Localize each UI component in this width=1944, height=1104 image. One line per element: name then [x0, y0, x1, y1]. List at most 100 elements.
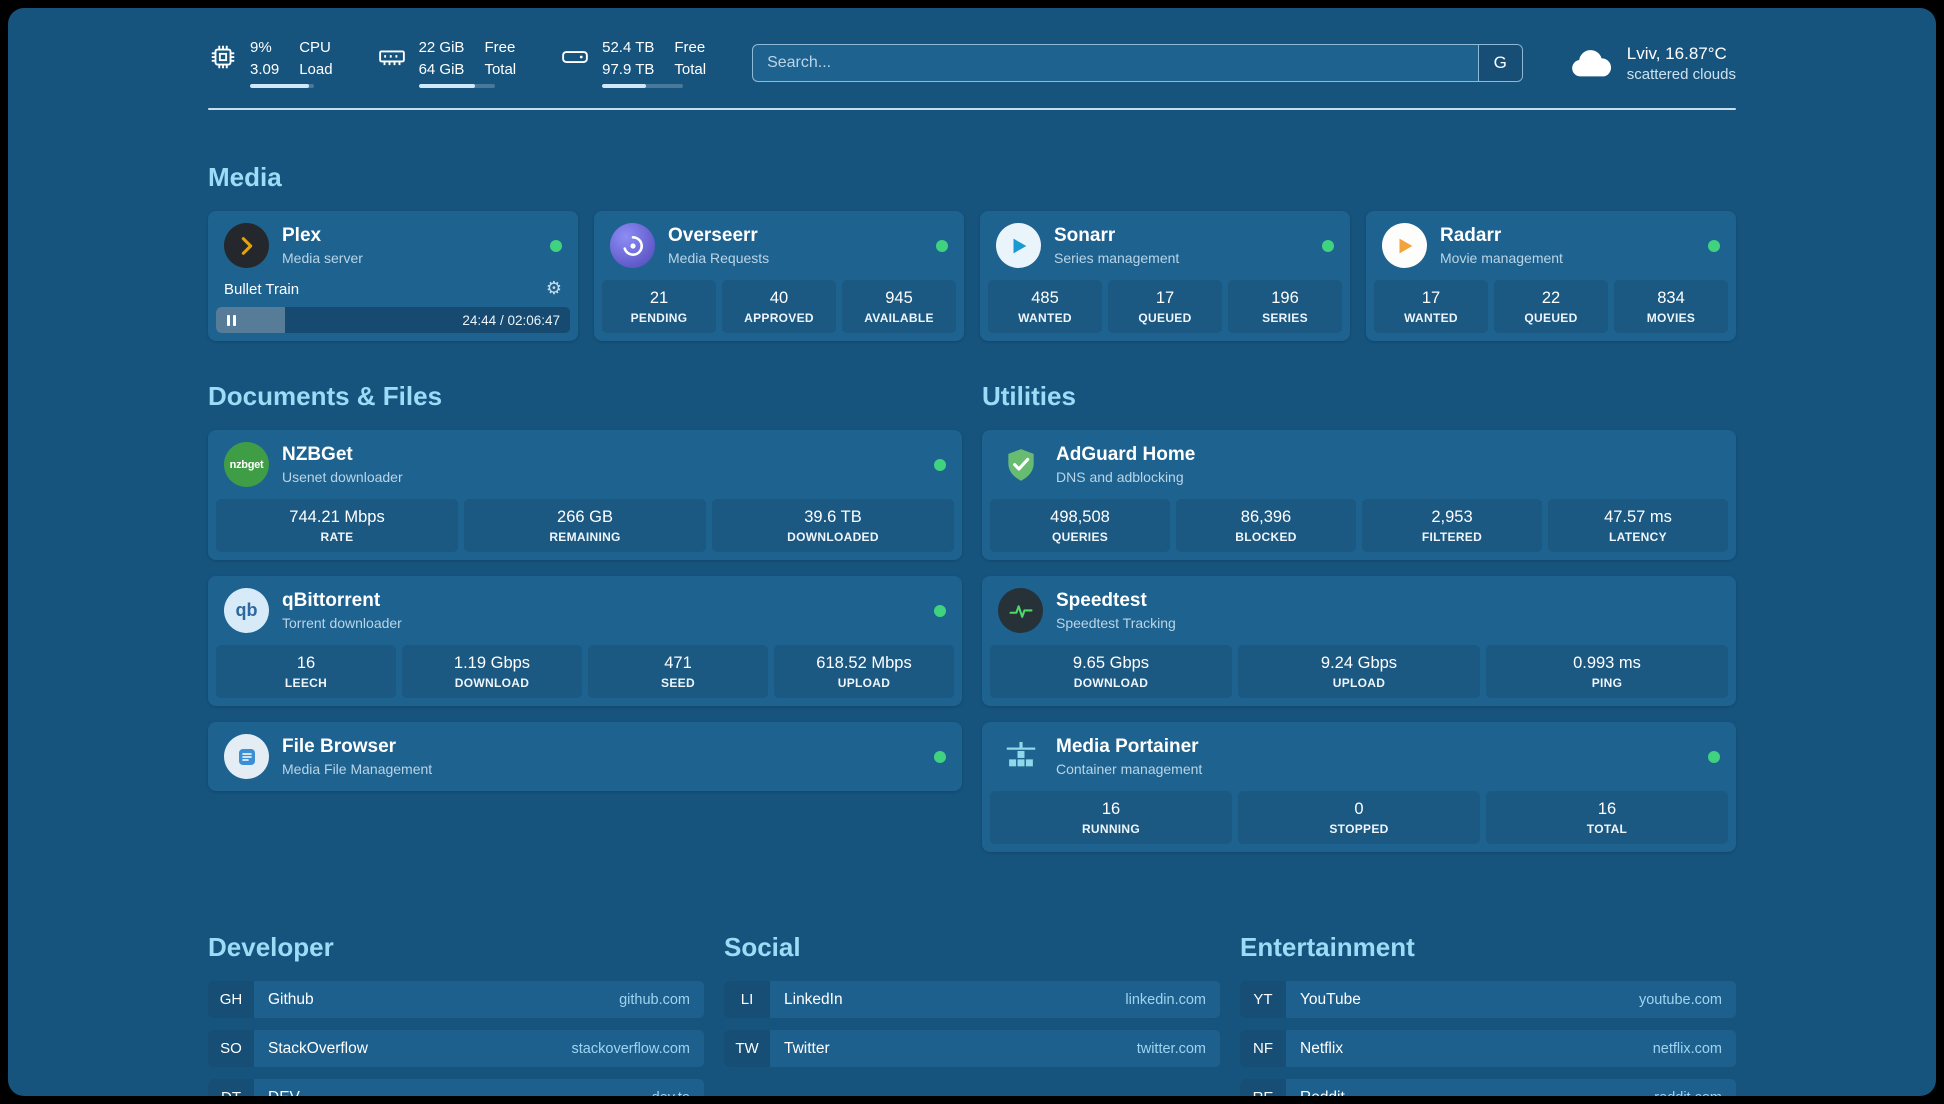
memory-usage-bar [418, 84, 495, 88]
bookmark-abbr: TW [724, 1030, 770, 1067]
app-card-sonarr[interactable]: Sonarr Series management 485 WANTED 17 Q… [980, 211, 1350, 341]
app-card-portainer[interactable]: Media Portainer Container management 16 … [982, 722, 1736, 852]
app-card-speedtest[interactable]: Speedtest Speedtest Tracking 9.65 Gbps D… [982, 576, 1736, 706]
stat-label: STOPPED [1329, 822, 1389, 836]
stat-value: 22 [1541, 289, 1561, 307]
status-dot [1322, 239, 1334, 252]
cpu-label-bottom: Load [299, 60, 333, 78]
stat-tile: 834 MOVIES [1614, 280, 1728, 333]
status-dot [936, 239, 948, 252]
bookmark-url: dev.to [652, 1090, 690, 1097]
app-name: Speedtest [1056, 590, 1147, 611]
bookmark-name: Github [268, 990, 314, 1008]
stat-tile: 485 WANTED [988, 280, 1102, 333]
app-subtitle: Speedtest Tracking [1056, 615, 1176, 631]
memory-usage-bar-fill [418, 84, 475, 88]
bookmark-github[interactable]: GH Github github.com [208, 981, 704, 1018]
stat-value: 2,953 [1431, 508, 1473, 526]
storage-label-bottom: Total [674, 60, 707, 78]
bookmark-abbr: YT [1240, 981, 1286, 1018]
bookmark-url: youtube.com [1638, 991, 1722, 1008]
stat-label: UPLOAD [837, 676, 891, 690]
status-dot [1708, 239, 1720, 252]
stat-label: BLOCKED [1235, 530, 1297, 544]
section-title-developer: Developer [208, 932, 334, 962]
bookmark-group-social: Social LI LinkedIn linkedin.com TW Twitt… [724, 932, 1220, 1079]
filebrowser-icon [224, 734, 269, 779]
section-title-social: Social [724, 932, 801, 962]
bookmarks-section: Developer GH Github github.com SO StackO… [208, 932, 1736, 1096]
documents-column: Documents & Files nzbget NZBGet Usenet d… [208, 381, 962, 868]
stat-tile: 22 QUEUED [1494, 280, 1608, 333]
stat-tile: 17 QUEUED [1108, 280, 1222, 333]
playback-bar[interactable]: 24:44 / 02:06:47 [216, 307, 570, 333]
weather-location: Lviv, 16.87°C [1626, 43, 1727, 63]
weather-widget: Lviv, 16.87°C scattered clouds [1569, 44, 1736, 83]
bookmark-stackoverflow[interactable]: SO StackOverflow stackoverflow.com [208, 1030, 704, 1067]
stat-label: DOWNLOAD [1073, 676, 1149, 690]
stat-value: 86,396 [1240, 508, 1292, 526]
app-card-radarr[interactable]: Radarr Movie management 17 WANTED 22 QUE… [1366, 211, 1736, 341]
stat-label: QUEUED [1138, 311, 1192, 325]
status-dot [1708, 750, 1720, 763]
stat-tile: 945 AVAILABLE [842, 280, 956, 333]
search-engine-button[interactable]: G [1477, 45, 1522, 81]
bookmark-reddit[interactable]: RE Reddit reddit.com [1240, 1079, 1736, 1096]
stat-tile: 9.24 Gbps UPLOAD [1238, 645, 1480, 698]
stat-value: 485 [1031, 289, 1059, 307]
stat-value: 0 [1354, 800, 1364, 818]
section-title-documents: Documents & Files [208, 381, 443, 411]
stat-value: 16 [296, 654, 316, 672]
cpu-label-top: CPU [299, 39, 331, 56]
dashboard-root: 9% 3.09 CPU Load [8, 8, 1936, 1096]
storage-free-value: 52.4 TB [602, 39, 655, 56]
settings-gear-icon[interactable]: ⚙ [545, 278, 562, 299]
bookmark-twitter[interactable]: TW Twitter twitter.com [724, 1030, 1220, 1067]
radarr-icon [1382, 223, 1427, 268]
app-name: Sonarr [1054, 225, 1116, 246]
top-bar: 9% 3.09 CPU Load [208, 8, 1736, 88]
cloud-icon [1569, 45, 1615, 81]
stat-value: 945 [885, 289, 913, 307]
stat-value: 618.52 Mbps [816, 654, 912, 672]
cpu-percent: 9% [250, 39, 272, 56]
bookmark-youtube[interactable]: YT YouTube youtube.com [1240, 981, 1736, 1018]
bookmark-linkedin[interactable]: LI LinkedIn linkedin.com [724, 981, 1220, 1018]
app-card-overseerr[interactable]: Overseerr Media Requests 21 PENDING 40 A… [594, 211, 964, 341]
bookmark-dev[interactable]: DT DEV dev.to [208, 1079, 704, 1096]
cpu-usage-bar [250, 84, 315, 88]
bookmark-name: StackOverflow [268, 1039, 368, 1057]
app-card-qbittorrent[interactable]: qb qBittorrent Torrent downloader 16 LEE… [208, 576, 962, 706]
stat-label: FILTERED [1421, 530, 1483, 544]
speedtest-icon [998, 588, 1043, 633]
stat-tile: 266 GB REMAINING [464, 499, 706, 552]
stat-value: 9.24 Gbps [1320, 654, 1398, 672]
app-card-plex[interactable]: Plex Media server Bullet Train ⚙ 24:44 /… [208, 211, 578, 341]
pause-button[interactable] [216, 307, 247, 333]
bookmark-abbr: RE [1240, 1079, 1286, 1096]
playback-time: 24:44 / 02:06:47 [462, 312, 560, 328]
app-card-filebrowser[interactable]: File Browser Media File Management [208, 722, 962, 791]
bookmark-url: reddit.com [1654, 1090, 1722, 1097]
app-name: NZBGet [282, 444, 353, 465]
search-input[interactable] [752, 44, 1523, 82]
app-card-nzbget[interactable]: nzbget NZBGet Usenet downloader 744.21 M… [208, 430, 962, 560]
storage-label-top: Free [674, 39, 706, 56]
storage-widget: 52.4 TB 97.9 TB Free Total [560, 38, 706, 88]
app-subtitle: DNS and adblocking [1056, 469, 1184, 485]
stat-label: UPLOAD [1332, 676, 1386, 690]
stat-label: APPROVED [744, 311, 814, 325]
search-bar: G [752, 44, 1523, 82]
qbittorrent-icon: qb [224, 588, 269, 633]
bookmark-url: stackoverflow.com [571, 1040, 690, 1057]
app-card-adguard[interactable]: AdGuard Home DNS and adblocking 498,508 … [982, 430, 1736, 560]
app-subtitle: Usenet downloader [282, 469, 403, 485]
stat-tile: 744.21 Mbps RATE [216, 499, 458, 552]
app-subtitle: Media Requests [668, 250, 770, 266]
weather-condition: scattered clouds [1626, 65, 1736, 83]
bookmark-group-developer: Developer GH Github github.com SO StackO… [208, 932, 704, 1096]
stat-tile: 0.993 ms PING [1486, 645, 1728, 698]
stat-label: WANTED [1018, 311, 1072, 325]
app-subtitle: Container management [1056, 761, 1203, 777]
bookmark-netflix[interactable]: NF Netflix netflix.com [1240, 1030, 1736, 1067]
